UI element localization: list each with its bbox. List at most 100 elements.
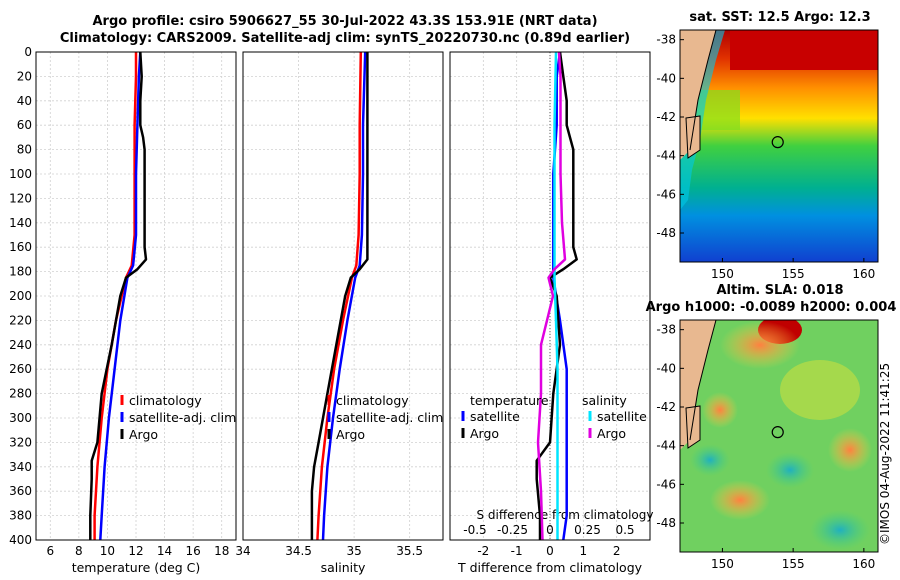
x2-tick-label: -0.25 [497, 523, 528, 537]
x2-tick-label: 0.5 [615, 523, 634, 537]
legend-label: satellite-adj. clim [129, 410, 236, 425]
legend-label: satellite-adj. clim [336, 410, 443, 425]
legend-label: satellite [470, 409, 520, 424]
sla-map-title-line2: Argo h1000: -0.0089 h2000: 0.004 [645, 300, 897, 315]
y-tick-label: 60 [17, 118, 32, 132]
y-tick-label: 120 [9, 191, 32, 205]
axes-frame [35, 51, 237, 541]
y-tick-label: 400 [9, 533, 32, 547]
x-tick-label: 0 [546, 544, 554, 558]
x-tick-label: 16 [186, 544, 201, 558]
salinity-panel: 34 34.5 35 35.5 salinity climatology satellite… [235, 51, 444, 575]
sst-argo-position-marker [771, 136, 784, 149]
x-axis-label: salinity [321, 560, 366, 575]
y-tick-label: 140 [9, 216, 32, 230]
legend-header: temperature [470, 393, 549, 408]
map-y-tick-label: -48 [656, 516, 676, 530]
x-tick-label: -2 [477, 544, 489, 558]
map-axes: 150 155 160 -38 -40 -42 -44 -46 -48 150 155 160 -38 -… [656, 33, 875, 571]
map-x-tick-label: 160 [852, 557, 875, 571]
x-tick-label: 34 [235, 544, 250, 558]
x-tick-label: 6 [46, 544, 54, 558]
y-tick-label: 20 [17, 69, 32, 83]
x-axis-label: T difference from climatology [457, 560, 643, 575]
sla-argo-position-marker [771, 426, 784, 439]
sla-map [680, 320, 878, 552]
y-tick-label: 360 [9, 484, 32, 498]
map-x-tick-label: 150 [711, 267, 734, 281]
sst-map-title: sat. SST: 12.5 Argo: 12.3 [689, 10, 871, 25]
series-line-temperature-argo [535, 51, 578, 540]
sla-map-frame [679, 319, 879, 553]
map-y-tick-label: -40 [656, 361, 676, 375]
series-line-salinity-satellite [553, 51, 559, 540]
legend-label: satellite [597, 409, 647, 424]
legend-label: Argo [336, 427, 365, 442]
map-y-tick-label: -38 [656, 33, 676, 47]
x-tick-label: 14 [157, 544, 172, 558]
map-y-tick-label: -38 [656, 323, 676, 337]
temperature-panel: 0 20 40 60 80 100 120 140 160 180 200 220 240 260 280 3… [9, 45, 237, 575]
sla-map-title-line1: Altim. SLA: 0.018 [716, 283, 844, 298]
map-x-tick-label: 155 [782, 557, 805, 571]
y-tick-label: 300 [9, 411, 32, 425]
x-tick-label: 18 [214, 544, 229, 558]
y-tick-label: 220 [9, 313, 32, 327]
map-y-tick-label: -42 [656, 110, 676, 124]
y-tick-label: 40 [17, 94, 32, 108]
legend-label: Argo [597, 426, 626, 441]
map-x-tick-label: 160 [852, 267, 875, 281]
x-tick-label: 34.5 [285, 544, 312, 558]
legend-label: climatology [336, 393, 409, 408]
series-line-argo [89, 51, 148, 540]
series-line-salinity-argo [536, 51, 567, 541]
x-tick-label: 10 [100, 544, 115, 558]
axes-frame [449, 51, 651, 541]
x-tick-label: 8 [75, 544, 83, 558]
y-tick-label: 240 [9, 338, 32, 352]
x-tick-label: 12 [128, 544, 143, 558]
figure-title-line2: Climatology: CARS2009. Satellite-adj cli… [59, 31, 631, 46]
y-tick-label: 280 [9, 387, 32, 401]
y-tick-label: 380 [9, 509, 32, 523]
x2-tick-label: -0.5 [463, 523, 486, 537]
legend-header: salinity [582, 393, 627, 408]
series-line-argo [310, 52, 369, 540]
y-tick-label: 320 [9, 435, 32, 449]
x-tick-label: 35.5 [396, 544, 423, 558]
series-line-satellite-adj-clim [321, 51, 367, 541]
imos-timestamp: ©IMOS 04-Aug-2022 11:41:25 [878, 362, 892, 545]
y-tick-label: 180 [9, 265, 32, 279]
map-y-tick-label: -44 [656, 439, 676, 453]
map-x-tick-label: 150 [711, 557, 734, 571]
x2-tick-label: 0 [546, 523, 554, 537]
x-axis-label: temperature (deg C) [72, 560, 201, 575]
difference-panel: -2 -1 0 1 2 -0.5 -0.25 0 0.25 0.5S difference fro… [449, 51, 654, 575]
legend-label: Argo [129, 427, 158, 442]
map-y-tick-label: -40 [656, 71, 676, 85]
x-tick-label: 35 [346, 544, 361, 558]
map-y-tick-label: -44 [656, 149, 676, 163]
map-y-tick-label: -46 [656, 187, 676, 201]
y-tick-label: 100 [9, 167, 32, 181]
sst-map-frame [679, 29, 879, 263]
figure-title-line1: Argo profile: csiro 5906627_55 30-Jul-20… [92, 14, 598, 29]
x2-axis-label: S difference from climatology [477, 508, 654, 522]
y-tick-label: 340 [9, 460, 32, 474]
legend-label: Argo [470, 426, 499, 441]
y-tick-label: 80 [17, 143, 32, 157]
x-tick-label: 1 [580, 544, 588, 558]
y-tick-label: 260 [9, 362, 32, 376]
map-y-tick-label: -46 [656, 477, 676, 491]
map-x-tick-label: 155 [782, 267, 805, 281]
y-tick-label: 200 [9, 289, 32, 303]
sst-map [680, 30, 878, 262]
x-tick-label: 2 [613, 544, 621, 558]
legend-label: climatology [129, 393, 202, 408]
map-y-tick-label: -48 [656, 226, 676, 240]
series-line-climatology [316, 51, 363, 541]
axes-frame [242, 51, 444, 541]
x-tick-label: -1 [511, 544, 523, 558]
x2-tick-label: 0.25 [574, 523, 601, 537]
